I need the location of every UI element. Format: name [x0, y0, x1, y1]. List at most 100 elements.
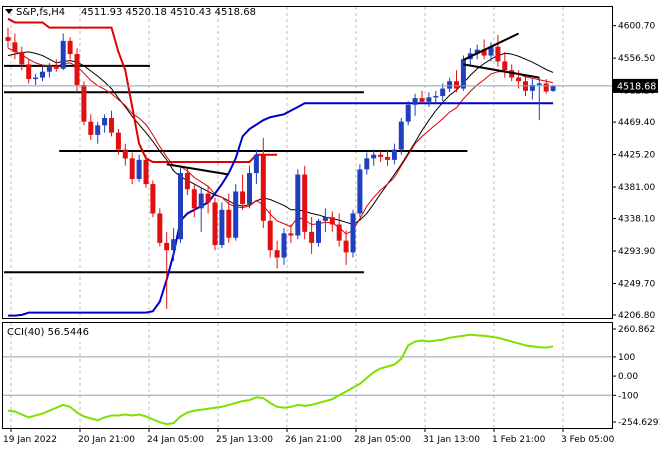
cci-tick-label: 0.00	[618, 372, 638, 382]
candle-body	[88, 121, 94, 135]
candle-body	[178, 173, 183, 240]
candle-body	[19, 51, 25, 65]
candle-body	[316, 220, 321, 243]
candle-body	[74, 54, 80, 85]
candle-body	[109, 117, 114, 133]
cci-tick-label: -254.6291	[618, 418, 660, 428]
candle-body	[350, 213, 356, 253]
candle-body	[371, 154, 377, 159]
time-tick-label: 25 Jan 13:00	[216, 435, 273, 445]
candle-body	[474, 49, 480, 54]
candle-body	[26, 64, 32, 80]
candle-body	[40, 71, 45, 78]
main-plot-frame	[2, 6, 613, 319]
price-badge	[612, 78, 658, 93]
candle-body	[281, 233, 287, 258]
candle-body	[164, 242, 170, 251]
candle-body	[295, 174, 301, 236]
cci-line	[7, 333, 554, 426]
candle-body	[481, 49, 487, 56]
candle-body	[343, 240, 349, 253]
candle-body	[95, 125, 101, 135]
candle-body	[502, 61, 508, 71]
ohlc-readout: 4511.93 4520.18 4510.43 4518.68	[81, 7, 256, 18]
price-badge-label: 4518.68	[617, 81, 656, 92]
chart-title: S&P,fs,H4	[16, 7, 65, 18]
candle-body	[529, 84, 535, 91]
cci-tick-label: 100	[618, 353, 635, 363]
trailing-stop-line	[8, 102, 554, 317]
candle-body	[12, 42, 18, 52]
time-tick-label: 3 Feb 05:00	[561, 435, 615, 445]
trend-line	[463, 63, 540, 79]
price-tick-label: 4206.80	[618, 311, 655, 321]
cci-tick-label: -100	[618, 391, 639, 401]
candle-body	[516, 77, 522, 82]
candle-body	[184, 173, 190, 190]
candle-body	[81, 84, 87, 122]
candle-body	[157, 213, 163, 243]
candle-body	[288, 233, 294, 236]
candle-body	[433, 95, 439, 98]
candle-body	[67, 40, 73, 55]
candle-body	[53, 66, 59, 69]
time-tick-label: 26 Jan 21:00	[285, 435, 342, 445]
time-tick-label: 19 Jan 2022	[3, 435, 57, 445]
candle-body	[385, 156, 390, 160]
time-tick-label: 24 Jan 05:00	[147, 435, 204, 445]
candle-body	[378, 154, 384, 157]
candle-body	[247, 173, 252, 204]
candle-body	[309, 231, 315, 243]
candle-body	[260, 154, 266, 221]
time-tick-label: 1 Feb 21:00	[492, 435, 546, 445]
candle-body	[391, 149, 397, 160]
price-tick-label: 4249.70	[618, 279, 655, 289]
price-tick-label: 4425.20	[618, 151, 655, 161]
candle-body	[426, 97, 432, 102]
candle-body	[233, 191, 239, 238]
candle-body	[226, 209, 232, 238]
candles	[5, 27, 556, 309]
candle-body	[253, 154, 259, 174]
candle-body	[136, 159, 142, 179]
candle-body	[171, 239, 177, 251]
candle-body	[60, 40, 66, 69]
trend-lines	[166, 32, 540, 176]
cci-label: CCI(40) 56.5446	[7, 327, 89, 338]
candle-body	[454, 81, 459, 89]
main-grid	[10, 7, 564, 318]
time-tick-label: 20 Jan 21:00	[78, 435, 135, 445]
candle-body	[405, 104, 411, 122]
candle-body	[143, 159, 149, 185]
candle-body	[150, 184, 156, 214]
candle-body	[329, 217, 335, 225]
candle-body	[274, 250, 280, 258]
candle-body	[357, 169, 363, 214]
trend-line	[166, 163, 229, 176]
price-tick-label: 4338.10	[618, 215, 655, 225]
candle-body	[447, 81, 453, 89]
price-tick-label: 4293.90	[618, 247, 655, 257]
candle-body	[198, 193, 204, 209]
candle-body	[212, 202, 218, 246]
candle-body	[240, 191, 246, 204]
price-tick-label: 4600.70	[618, 22, 655, 32]
candle-body	[33, 77, 39, 80]
candle-body	[419, 98, 425, 102]
candle-body	[364, 158, 370, 170]
candle-body	[205, 193, 211, 203]
candle-body	[46, 66, 52, 72]
candle-body	[398, 121, 404, 150]
dropdown-triangle-icon[interactable]	[5, 9, 13, 14]
candle-body	[412, 98, 418, 105]
price-tick-label: 4469.40	[618, 118, 655, 128]
candle-body	[122, 149, 128, 159]
candle-body	[550, 85, 556, 91]
trend-line	[462, 32, 520, 61]
cci-grid	[3, 323, 612, 428]
time-tick-label: 31 Jan 13:00	[423, 435, 480, 445]
candle-body	[115, 132, 121, 150]
candle-body	[191, 189, 197, 209]
candle-body	[5, 37, 11, 41]
